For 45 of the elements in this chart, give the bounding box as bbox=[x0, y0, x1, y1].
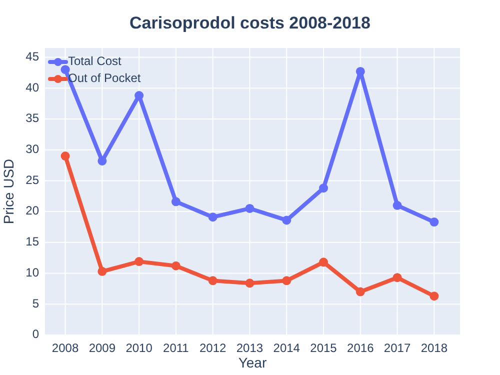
y-tick-label: 40 bbox=[26, 80, 40, 94]
x-tick-label: 2010 bbox=[126, 341, 153, 356]
x-tick-label: 2017 bbox=[384, 341, 411, 356]
y-tick-label: 25 bbox=[26, 172, 40, 187]
point bbox=[208, 276, 218, 286]
x-tick-label: 2012 bbox=[199, 341, 227, 356]
x-tick-label: 2014 bbox=[273, 341, 300, 356]
point bbox=[356, 66, 365, 76]
point bbox=[171, 261, 180, 270]
x-tick-label: 2018 bbox=[420, 341, 448, 356]
point bbox=[60, 152, 70, 161]
x-tick-label: 2015 bbox=[310, 341, 338, 356]
point bbox=[245, 278, 254, 288]
x-tick-label: 2008 bbox=[52, 341, 79, 356]
point bbox=[98, 266, 107, 276]
x-tick-label: 2009 bbox=[88, 341, 116, 356]
point bbox=[319, 184, 328, 193]
x-tick-label: 2013 bbox=[236, 341, 264, 356]
point bbox=[392, 273, 402, 282]
point bbox=[60, 65, 70, 74]
point bbox=[282, 216, 292, 225]
x-tick-label: 2016 bbox=[347, 341, 374, 356]
point bbox=[282, 276, 292, 286]
point bbox=[319, 258, 328, 267]
point bbox=[392, 200, 402, 210]
point bbox=[208, 212, 218, 222]
y-tick-label: 0 bbox=[32, 327, 40, 342]
y-tick-label: 20 bbox=[26, 204, 40, 218]
point bbox=[430, 292, 439, 301]
point bbox=[134, 257, 144, 266]
y-tick-label: 5 bbox=[32, 296, 40, 310]
point bbox=[430, 218, 439, 227]
point bbox=[356, 287, 365, 296]
x-tick-label: 2011 bbox=[163, 341, 190, 356]
x-axis-title: Year bbox=[238, 354, 267, 371]
y-tick-label: 15 bbox=[26, 234, 40, 249]
chart-title: Carisoprodol costs 2008-2018 bbox=[130, 13, 370, 32]
y-tick-label: 35 bbox=[26, 111, 40, 126]
legend-label: Total Cost bbox=[68, 54, 122, 68]
point bbox=[245, 204, 254, 213]
y-axis-title: Price USD bbox=[0, 158, 17, 224]
y-tick-label: 30 bbox=[26, 142, 40, 156]
point bbox=[171, 197, 180, 206]
y-tick-label: 10 bbox=[26, 265, 40, 280]
y-tick-label: 45 bbox=[26, 49, 40, 64]
